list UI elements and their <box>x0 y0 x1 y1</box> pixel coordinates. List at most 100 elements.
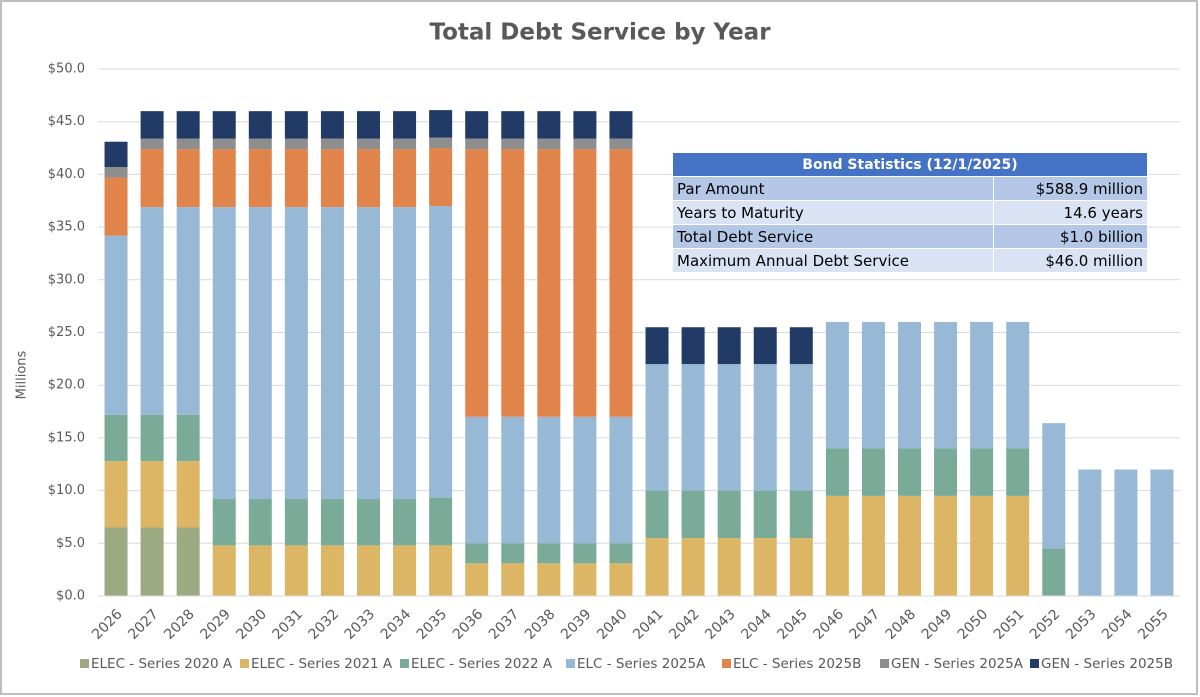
bar-segment <box>789 490 813 539</box>
bar-segment <box>501 543 525 564</box>
bar-segment <box>717 364 741 491</box>
bar-segment <box>1078 469 1102 596</box>
bar-segment <box>970 448 994 496</box>
legend-label: GEN - Series 2025A <box>891 656 1024 672</box>
bar-segment <box>357 207 380 500</box>
bar-segment <box>789 364 813 491</box>
y-tick-label: $0.0 <box>56 589 85 604</box>
bar-segment <box>212 111 236 139</box>
legend-label: GEN - Series 2025B <box>1041 656 1173 672</box>
bar-segment <box>537 111 561 139</box>
bar-segment <box>573 416 597 544</box>
bar-segment <box>212 149 236 208</box>
bar-segment <box>465 543 489 564</box>
y-tick-label: $35.0 <box>48 220 85 235</box>
table-row: Par Amount $588.9 million <box>672 176 1148 201</box>
bar-segment <box>140 414 164 462</box>
bar-segment <box>140 111 164 139</box>
bar-segment <box>104 414 128 462</box>
bar-segment <box>320 207 344 500</box>
table-value: $588.9 million <box>993 176 1148 201</box>
bar-segment <box>501 138 525 150</box>
y-tick-label: $5.0 <box>56 536 85 551</box>
bar-segment <box>140 461 164 528</box>
bar-segment <box>357 138 380 150</box>
bar-segment <box>717 490 741 539</box>
bar-segment <box>645 538 669 596</box>
bar-segment <box>176 138 200 150</box>
table-label: Total Debt Service <box>672 224 994 249</box>
bar-segment <box>104 141 128 168</box>
stats-table: Bond Statistics (12/1/2025) Par Amount $5… <box>672 152 1148 273</box>
bar-segment <box>176 149 200 208</box>
legend-label: ELEC - Series 2022 A <box>411 656 553 672</box>
bar-segment <box>284 149 308 208</box>
bar-segment <box>717 538 741 596</box>
bar-segment <box>248 545 272 596</box>
bar-segment <box>645 327 669 365</box>
bar-segment <box>537 563 561 596</box>
bar-segment <box>753 364 777 491</box>
table-body: Par Amount $588.9 million Years to Maturit… <box>672 176 1148 273</box>
bar-segment <box>898 321 921 449</box>
bar-segment <box>1042 423 1066 549</box>
bar-segment <box>573 543 597 564</box>
bar-segment <box>104 167 128 178</box>
bar-segment <box>1150 469 1174 596</box>
bar-segment <box>537 416 561 544</box>
bar-segment <box>681 538 705 596</box>
bar-segment <box>393 149 417 208</box>
bar-segment <box>537 138 561 150</box>
bar-segment <box>573 563 597 596</box>
y-tick-label: $30.0 <box>48 272 85 287</box>
bar-segment <box>825 321 849 449</box>
bar-segment <box>934 321 958 449</box>
legend-swatch <box>80 659 89 668</box>
bar-segment <box>176 414 200 462</box>
bar-segment <box>104 177 128 236</box>
bar-segment <box>212 499 236 546</box>
bar-segment <box>1006 495 1030 596</box>
bar-segment <box>501 149 525 417</box>
legend-swatch <box>566 659 575 668</box>
bar-segment <box>357 545 380 596</box>
chart-title: Total Debt Service by Year <box>429 20 771 46</box>
table-label: Maximum Annual Debt Service <box>672 248 994 273</box>
bar-segment <box>753 327 777 365</box>
bar-segment <box>609 563 633 596</box>
bar-segment <box>140 149 164 208</box>
bar-segment <box>573 138 597 150</box>
bar-segment <box>465 563 489 596</box>
bar-segment <box>393 138 417 150</box>
bar-segment <box>898 448 921 496</box>
legend-label: ELEC - Series 2020 A <box>91 656 233 672</box>
table-row: Years to Maturity 14.6 years <box>672 200 1148 225</box>
bar-segment <box>284 138 308 150</box>
y-tick-label: $15.0 <box>48 430 85 445</box>
bar-segment <box>645 364 669 491</box>
bar-segment <box>320 149 344 208</box>
bar-segment <box>501 111 525 139</box>
bar-segment <box>825 495 849 596</box>
bar-segment <box>284 545 308 596</box>
bar-segment <box>248 149 272 208</box>
bar-segment <box>537 543 561 564</box>
bar-segment <box>465 111 489 139</box>
bar-segment <box>934 448 958 496</box>
bar-segment <box>861 321 885 449</box>
bar-segment <box>212 545 236 596</box>
bar-segment <box>429 110 453 138</box>
bar-segment <box>465 138 489 150</box>
bar-segment <box>789 538 813 596</box>
y-tick-label: $45.0 <box>48 114 85 129</box>
bar-segment <box>681 364 705 491</box>
bar-segment <box>573 111 597 139</box>
y-tick-label: $50.0 <box>48 62 85 77</box>
bar-segment <box>1006 321 1030 449</box>
bar-segment <box>284 499 308 546</box>
bar-segment <box>140 207 164 415</box>
bar-segment <box>429 148 453 207</box>
